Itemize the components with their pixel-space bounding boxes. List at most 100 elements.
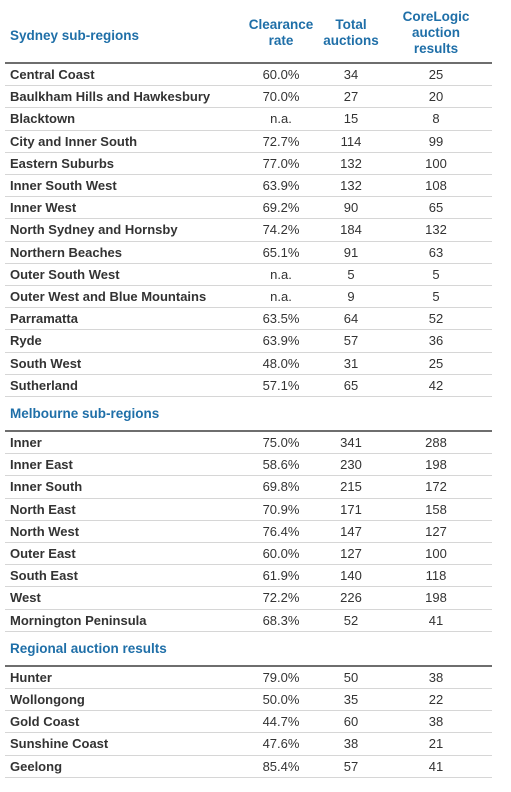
table-cell: 60.0% [262,546,300,561]
table-cell: 230 [340,457,362,473]
region-name: Ryde [10,333,42,349]
table-cell: 198 [425,457,447,473]
table-cell: 60 [343,714,359,730]
table-cell: 184 [340,222,362,238]
table-cell: 215 [340,479,362,495]
table-row [5,131,492,153]
table-cell: 118 [425,568,447,584]
region-name: North Sydney and Hornsby [10,222,178,238]
table-row [5,219,492,242]
table-row [5,175,492,198]
region-name: Inner [10,435,42,450]
table-cell: 5 [432,266,440,282]
table-cell: 69.8% [262,479,300,495]
table-cell: 64 [343,311,359,327]
table-cell: 100 [425,155,447,171]
region-name: Hunter [10,669,52,685]
table-cell: 158 [425,501,447,517]
table-cell: 61.9% [262,568,300,584]
table-cell: 50.0% [262,692,300,707]
table-cell: 44.7% [262,714,300,730]
table-cell: n.a. [270,289,292,304]
table-cell: 172 [425,479,447,495]
table-cell: 70.9% [262,501,300,517]
header-rule [5,62,492,64]
table-cell: 41 [428,758,444,774]
table-cell: 76.4% [262,523,300,539]
table-cell: 38 [428,669,444,685]
table-cell: 140 [340,568,362,584]
table-row [5,153,492,175]
table-cell: 108 [425,178,447,193]
column-header: Total auctions [323,17,379,48]
table-cell: 99 [428,133,444,149]
table-cell: 70.0% [262,89,300,105]
region-name: Inner West [10,200,77,216]
table-cell: 65.1% [262,244,300,260]
region-name: Geelong [10,758,63,774]
table-cell: 50 [343,669,359,685]
table-cell: n.a. [270,266,292,282]
table-cell: n.a. [270,111,292,127]
table-cell: 100 [425,546,447,561]
region-name: Inner South West [10,178,117,193]
table-cell: 69.2% [262,200,300,216]
table-cell: 132 [340,178,362,193]
table-cell: 35 [343,692,359,707]
table-row [5,711,492,734]
table-cell: 34 [343,67,359,82]
table-row [5,330,492,353]
table-row [5,308,492,331]
section-title: Melbourne sub-regions [10,406,160,421]
table-row [5,108,492,131]
header-rule [5,430,492,432]
table-cell: 65 [428,200,444,216]
table-row [5,543,492,566]
table-cell: 74.2% [262,222,300,238]
header-rule [5,664,492,667]
column-header: Clearance rate [248,17,314,48]
table-cell: 65 [343,377,359,393]
region-name: Central Coast [10,67,95,82]
region-name: Eastern Suburbs [10,155,115,171]
region-name: City and Inner South [10,133,138,149]
table-cell: 41 [428,612,444,628]
table-cell: 27 [343,89,359,105]
table-cell: 127 [425,523,447,539]
region-name: Mornington Peninsula [10,612,147,628]
section-title: Sydney sub-regions [10,27,140,43]
table-cell: 5 [347,266,355,282]
region-name: West [10,590,41,606]
table-row [5,521,492,543]
table-cell: 57 [343,758,359,774]
region-name: Baulkham Hills and Hawkesbury [10,89,211,105]
region-name: Blacktown [10,111,76,127]
table-row [5,499,492,521]
table-cell: 52 [343,612,359,628]
table-cell: 226 [340,590,362,606]
table-cell: 147 [340,523,362,539]
table-cell: 31 [343,355,359,371]
table-cell: 72.2% [262,590,300,606]
table-cell: 63.9% [262,333,300,349]
column-header: CoreLogic auction results [402,9,470,56]
table-row [5,197,492,220]
table-cell: 25 [428,67,444,82]
table-row [5,242,492,264]
table-cell: 8 [432,111,440,127]
table-cell: 5 [432,289,440,304]
table-cell: 9 [347,289,355,304]
table-cell: 72.7% [262,133,300,149]
table-row [5,264,492,286]
table-row [5,587,492,610]
table-cell: 63.9% [262,178,300,193]
table-cell: 42 [428,377,444,393]
section-title: Regional auction results [10,640,167,656]
table-row [5,667,492,689]
table-cell: 36 [428,333,444,349]
table-cell: 114 [340,133,362,149]
table-cell: 91 [343,244,359,260]
region-name: South West [10,355,82,371]
table-cell: 288 [425,435,447,450]
